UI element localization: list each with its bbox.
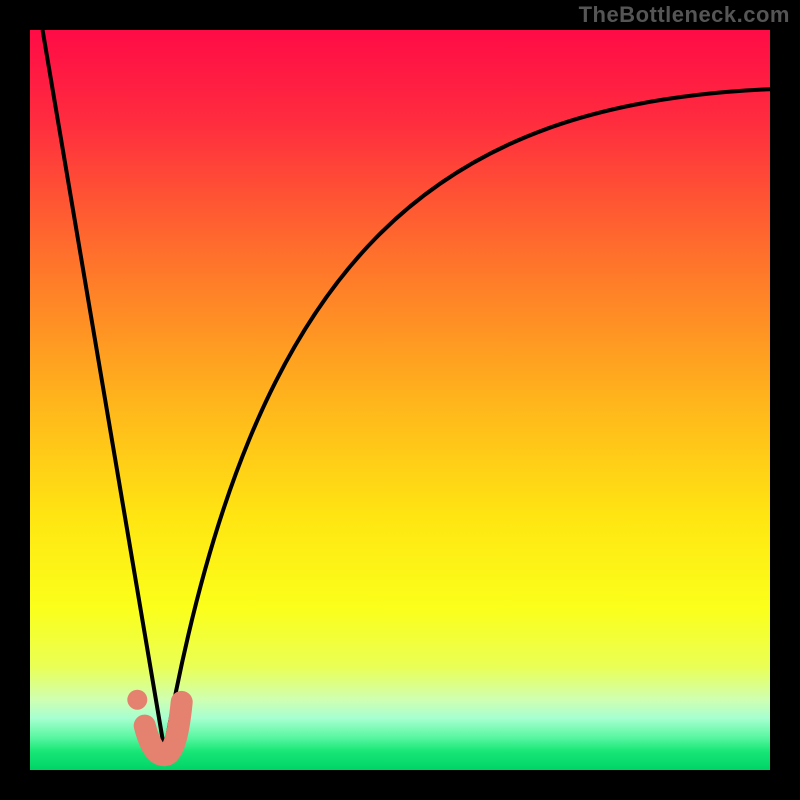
plot-area [30,30,770,770]
right-curve [165,89,770,751]
curves-layer [30,30,770,770]
marker-dot [127,690,147,710]
watermark-text: TheBottleneck.com [579,2,790,28]
chart-container: TheBottleneck.com [0,0,800,800]
left-curve [43,30,165,752]
marker-j [145,702,182,755]
